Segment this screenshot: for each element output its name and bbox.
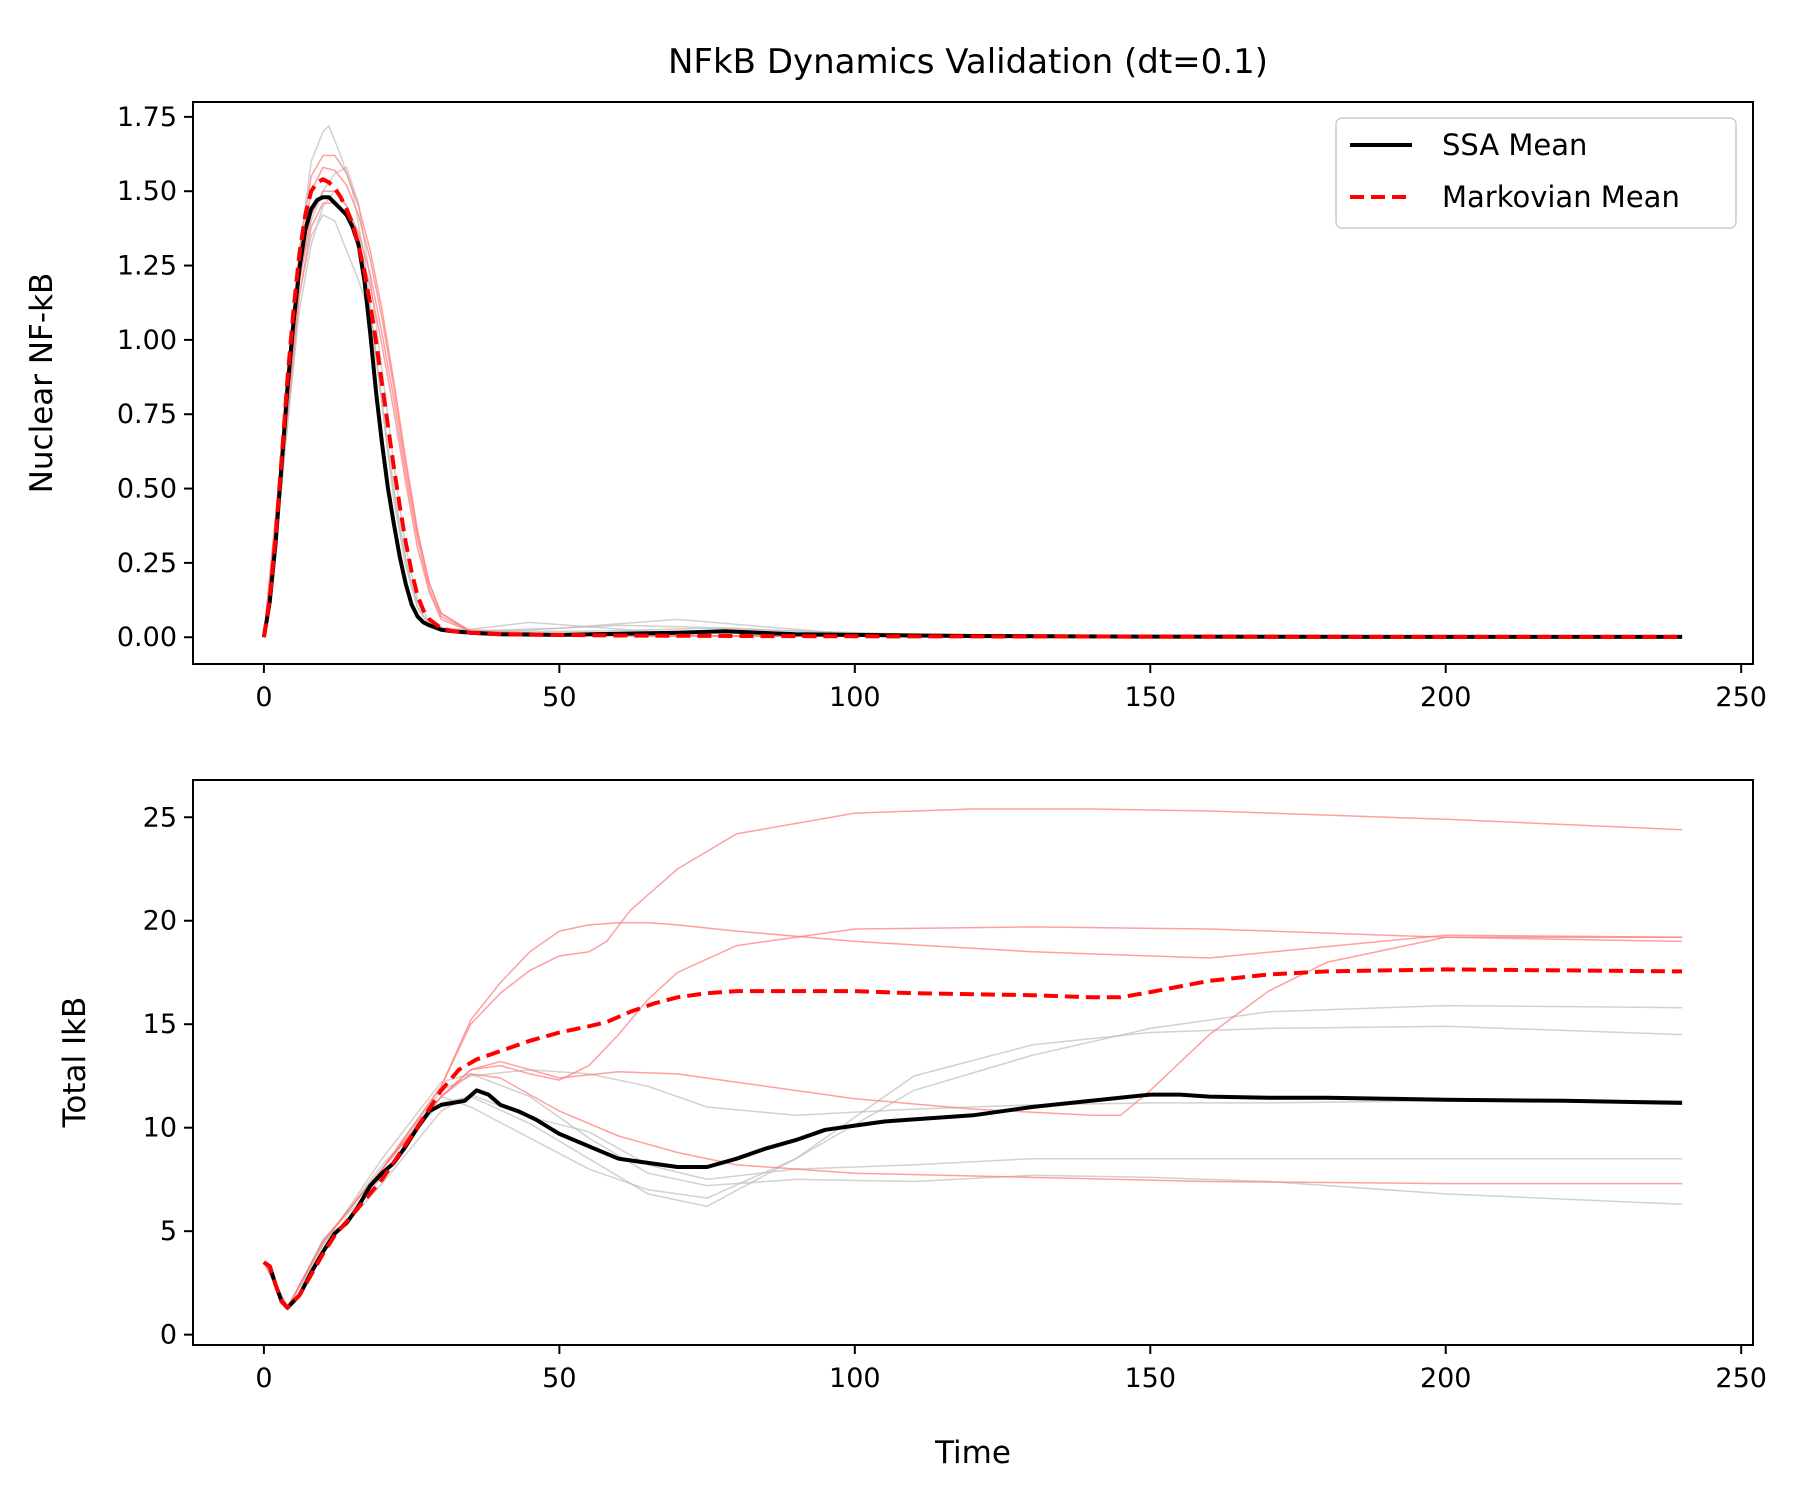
top-x-tick-label-200: 200 — [1420, 682, 1472, 713]
bot-x-tick-label-250: 250 — [1715, 1363, 1767, 1394]
bot-x-tick-label-150: 150 — [1124, 1363, 1176, 1394]
bot-y-tick-label-3: 15 — [143, 1009, 177, 1040]
top-y-axis-ticks: 0.00 0.25 0.50 0.75 1.00 1.25 1.50 1.75 — [117, 102, 193, 653]
top-y-tick-label-3: 0.75 — [117, 399, 177, 430]
top-markov-trajectory-4 — [263, 202, 1683, 638]
bot-y-tick-label-2: 10 — [143, 1113, 177, 1144]
bot-x-tick-label-100: 100 — [829, 1363, 881, 1394]
top-x-tick-label-150: 150 — [1124, 682, 1176, 713]
bot-x-tick-label-200: 200 — [1420, 1363, 1472, 1394]
top-x-tick-label-0: 0 — [255, 682, 272, 713]
top-y-tick-label-2: 0.50 — [117, 474, 177, 505]
top-y-tick-label-1: 0.25 — [117, 548, 177, 579]
top-y-tick-label-7: 1.75 — [117, 102, 177, 133]
legend-label-ssa-mean: SSA Mean — [1442, 128, 1587, 162]
top-markov-trajectory-2 — [263, 166, 1683, 638]
top-mean-series — [261, 177, 1683, 639]
bottom-x-axis-ticks: 0 50 100 150 200 250 — [255, 1345, 1767, 1394]
top-markov-trajectory-3 — [263, 190, 1683, 638]
bot-y-tick-label-0: 0 — [160, 1320, 177, 1351]
top-series-markovian-mean — [261, 177, 1683, 639]
top-y-tick-label-0: 0.00 — [117, 622, 177, 653]
top-x-tick-label-250: 250 — [1715, 682, 1767, 713]
bot-markov-trajectory-5 — [263, 1073, 1683, 1310]
bot-series-markovian-mean — [262, 967, 1683, 1310]
bot-y-tick-label-1: 5 — [160, 1216, 177, 1247]
top-x-axis-ticks: 0 50 100 150 200 250 — [255, 664, 1767, 713]
nuclear-nfkb-panel: 0 50 100 150 200 250 0.00 0.25 0.50 0.75 1.00 1.25… — [24, 101, 1767, 713]
top-y-axis-label: Nuclear NF-kB — [24, 273, 60, 494]
bot-x-tick-label-50: 50 — [542, 1363, 576, 1394]
legend: SSA Mean Markovian Mean — [1335, 117, 1737, 229]
top-axes-frame — [192, 101, 1754, 665]
bot-y-tick-label-5: 25 — [143, 802, 177, 833]
top-x-tick-label-50: 50 — [542, 682, 576, 713]
total-ikb-panel: 0 50 100 150 200 250 0 5 10 15 20 25 Total IkB Tim… — [57, 779, 1767, 1471]
top-ssa-trajectory-4 — [263, 189, 1683, 638]
top-y-tick-label-4: 1.00 — [117, 325, 177, 356]
top-y-tick-label-5: 1.25 — [117, 251, 177, 282]
bottom-axes-frame — [192, 779, 1754, 1346]
bot-ssa-trajectory-5 — [263, 1004, 1683, 1310]
bot-y-tick-label-4: 20 — [143, 906, 177, 937]
figure-title: NFkB Dynamics Validation (dt=0.1) — [668, 42, 1268, 82]
bot-ssa-trajectory-2 — [263, 1073, 1683, 1310]
top-series-ssa-mean — [261, 195, 1683, 639]
bot-series-ssa-mean — [262, 1088, 1683, 1310]
legend-box — [1335, 117, 1737, 229]
top-x-tick-label-100: 100 — [829, 682, 881, 713]
bottom-markov-trajectories — [263, 808, 1683, 1310]
top-markov-trajectories — [263, 154, 1683, 638]
bottom-y-axis-ticks: 0 5 10 15 20 25 — [143, 802, 193, 1351]
bot-x-tick-label-0: 0 — [255, 1363, 272, 1394]
bottom-x-axis-label: Time — [934, 1435, 1011, 1471]
bottom-mean-series — [262, 967, 1683, 1310]
legend-label-markovian-mean: Markovian Mean — [1442, 180, 1680, 214]
top-y-tick-label-6: 1.50 — [117, 176, 177, 207]
bottom-y-axis-label: Total IkB — [57, 997, 93, 1129]
